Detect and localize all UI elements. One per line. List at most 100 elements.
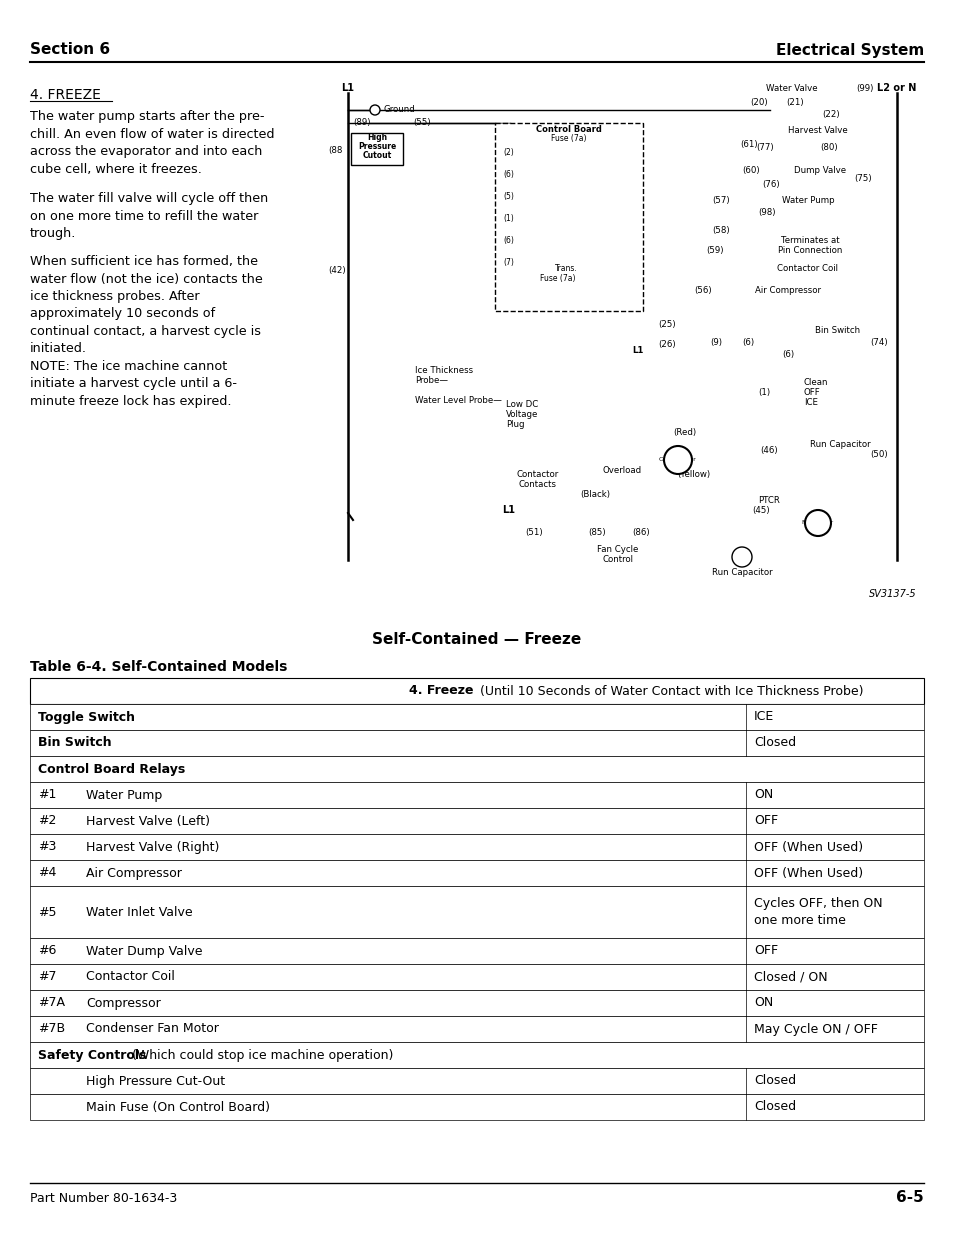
Text: Water Pump: Water Pump (781, 196, 834, 205)
Bar (351, 133, 402, 165)
Text: Self-Contained — Freeze: Self-Contained — Freeze (372, 632, 581, 647)
Bar (30, 939, 923, 965)
Text: OFF: OFF (753, 945, 778, 957)
Text: #7: #7 (38, 971, 56, 983)
Text: Fuse (7a): Fuse (7a) (539, 274, 575, 283)
Text: Harvest Valve (Left): Harvest Valve (Left) (86, 815, 210, 827)
Text: Contactor: Contactor (517, 471, 558, 479)
Bar (30, 678, 923, 704)
Text: Water Pump: Water Pump (86, 788, 162, 802)
Text: High Pressure Cut-Out: High Pressure Cut-Out (86, 1074, 225, 1088)
Text: (6): (6) (741, 338, 753, 347)
Text: Contactor Coil: Contactor Coil (777, 264, 838, 273)
Bar (30, 704, 923, 730)
Text: (77): (77) (755, 143, 773, 152)
Bar (30, 860, 923, 885)
Text: L2 or N: L2 or N (877, 83, 916, 93)
Text: Control Board: Control Board (536, 125, 601, 135)
Text: ON: ON (753, 788, 773, 802)
Text: (89): (89) (353, 119, 371, 127)
Text: (21): (21) (785, 98, 802, 107)
Bar (30, 808, 923, 834)
Text: Control Board Relays: Control Board Relays (38, 762, 185, 776)
Text: ICE: ICE (753, 710, 774, 724)
Text: #7B: #7B (38, 1023, 65, 1035)
Text: (Black): (Black) (579, 490, 609, 499)
Text: Water Level Probe—: Water Level Probe— (415, 396, 501, 405)
Text: (74): (74) (869, 338, 886, 347)
Text: #7A: #7A (38, 997, 65, 1009)
Text: (88: (88 (328, 146, 342, 154)
Bar (30, 990, 923, 1016)
Bar (30, 1016, 923, 1042)
Text: (55): (55) (413, 119, 431, 127)
Text: Fan Cycle: Fan Cycle (597, 545, 638, 555)
Text: L1: L1 (631, 346, 642, 354)
Text: (60): (60) (741, 165, 759, 175)
Text: (6): (6) (502, 170, 514, 179)
Text: Pin Connection: Pin Connection (777, 246, 841, 254)
Bar (30, 885, 923, 939)
Circle shape (663, 446, 691, 474)
Text: 4. Freeze: 4. Freeze (409, 684, 474, 698)
Text: #5: #5 (38, 905, 56, 919)
Text: (25): (25) (658, 320, 675, 329)
Text: one more time: one more time (753, 914, 845, 926)
Text: Cycles OFF, then ON: Cycles OFF, then ON (753, 898, 882, 910)
Text: (9): (9) (709, 338, 721, 347)
Text: (98): (98) (758, 207, 775, 217)
Text: SV3137-5: SV3137-5 (868, 589, 916, 599)
Text: (59): (59) (705, 246, 722, 254)
Text: Main Fuse (On Control Board): Main Fuse (On Control Board) (86, 1100, 270, 1114)
Text: Fan Motor: Fan Motor (801, 520, 833, 526)
Text: (Yellow): (Yellow) (677, 471, 710, 479)
Bar (30, 730, 923, 756)
Text: Condenser Fan Motor: Condenser Fan Motor (86, 1023, 218, 1035)
Text: ON: ON (753, 997, 773, 1009)
Text: 4. FREEZE: 4. FREEZE (30, 88, 101, 103)
Bar (30, 965, 923, 990)
Text: #4: #4 (38, 867, 56, 879)
Text: Probe—: Probe— (415, 375, 448, 385)
Text: PTCR: PTCR (758, 496, 779, 505)
Text: Voltage: Voltage (505, 410, 537, 419)
Bar (30, 782, 923, 808)
Text: (80): (80) (820, 143, 837, 152)
Text: Contactor Coil: Contactor Coil (86, 971, 174, 983)
Text: Dump Valve: Dump Valve (793, 165, 845, 175)
Text: Run Capacitor: Run Capacitor (711, 568, 772, 577)
Text: (86): (86) (631, 529, 649, 537)
Text: Ground: Ground (384, 105, 416, 115)
Text: Safety Controls: Safety Controls (38, 1049, 146, 1062)
Text: Harvest Valve: Harvest Valve (787, 126, 847, 135)
Text: (1): (1) (502, 214, 514, 224)
Text: Electrical System: Electrical System (775, 42, 923, 58)
Text: Toggle Switch: Toggle Switch (38, 710, 135, 724)
Text: OFF (When Used): OFF (When Used) (753, 867, 862, 879)
Bar (30, 1068, 923, 1094)
Text: L1: L1 (341, 83, 355, 93)
Text: (46): (46) (760, 446, 777, 454)
Text: Bin Switch: Bin Switch (38, 736, 112, 750)
Text: (85): (85) (587, 529, 605, 537)
Text: Low DC: Low DC (505, 400, 537, 409)
Bar (30, 1042, 923, 1068)
Text: (Which could stop ice machine operation): (Which could stop ice machine operation) (128, 1049, 393, 1062)
Text: (51): (51) (524, 529, 542, 537)
Text: Cutout: Cutout (362, 151, 392, 161)
Text: OFF: OFF (753, 815, 778, 827)
Text: (57): (57) (711, 196, 729, 205)
Text: Air Compressor: Air Compressor (754, 287, 821, 295)
Text: Run Capacitor: Run Capacitor (809, 440, 869, 450)
Text: Air Compressor: Air Compressor (86, 867, 182, 879)
Text: Clean: Clean (803, 378, 827, 387)
Text: Closed: Closed (753, 736, 796, 750)
Text: (76): (76) (761, 180, 779, 189)
Text: Section 6: Section 6 (30, 42, 110, 58)
Text: Closed: Closed (753, 1100, 796, 1114)
Text: Closed: Closed (753, 1074, 796, 1088)
Text: ICE: ICE (803, 398, 817, 408)
Bar (30, 1094, 923, 1120)
Text: (20): (20) (749, 98, 767, 107)
Text: 6-5: 6-5 (895, 1191, 923, 1205)
